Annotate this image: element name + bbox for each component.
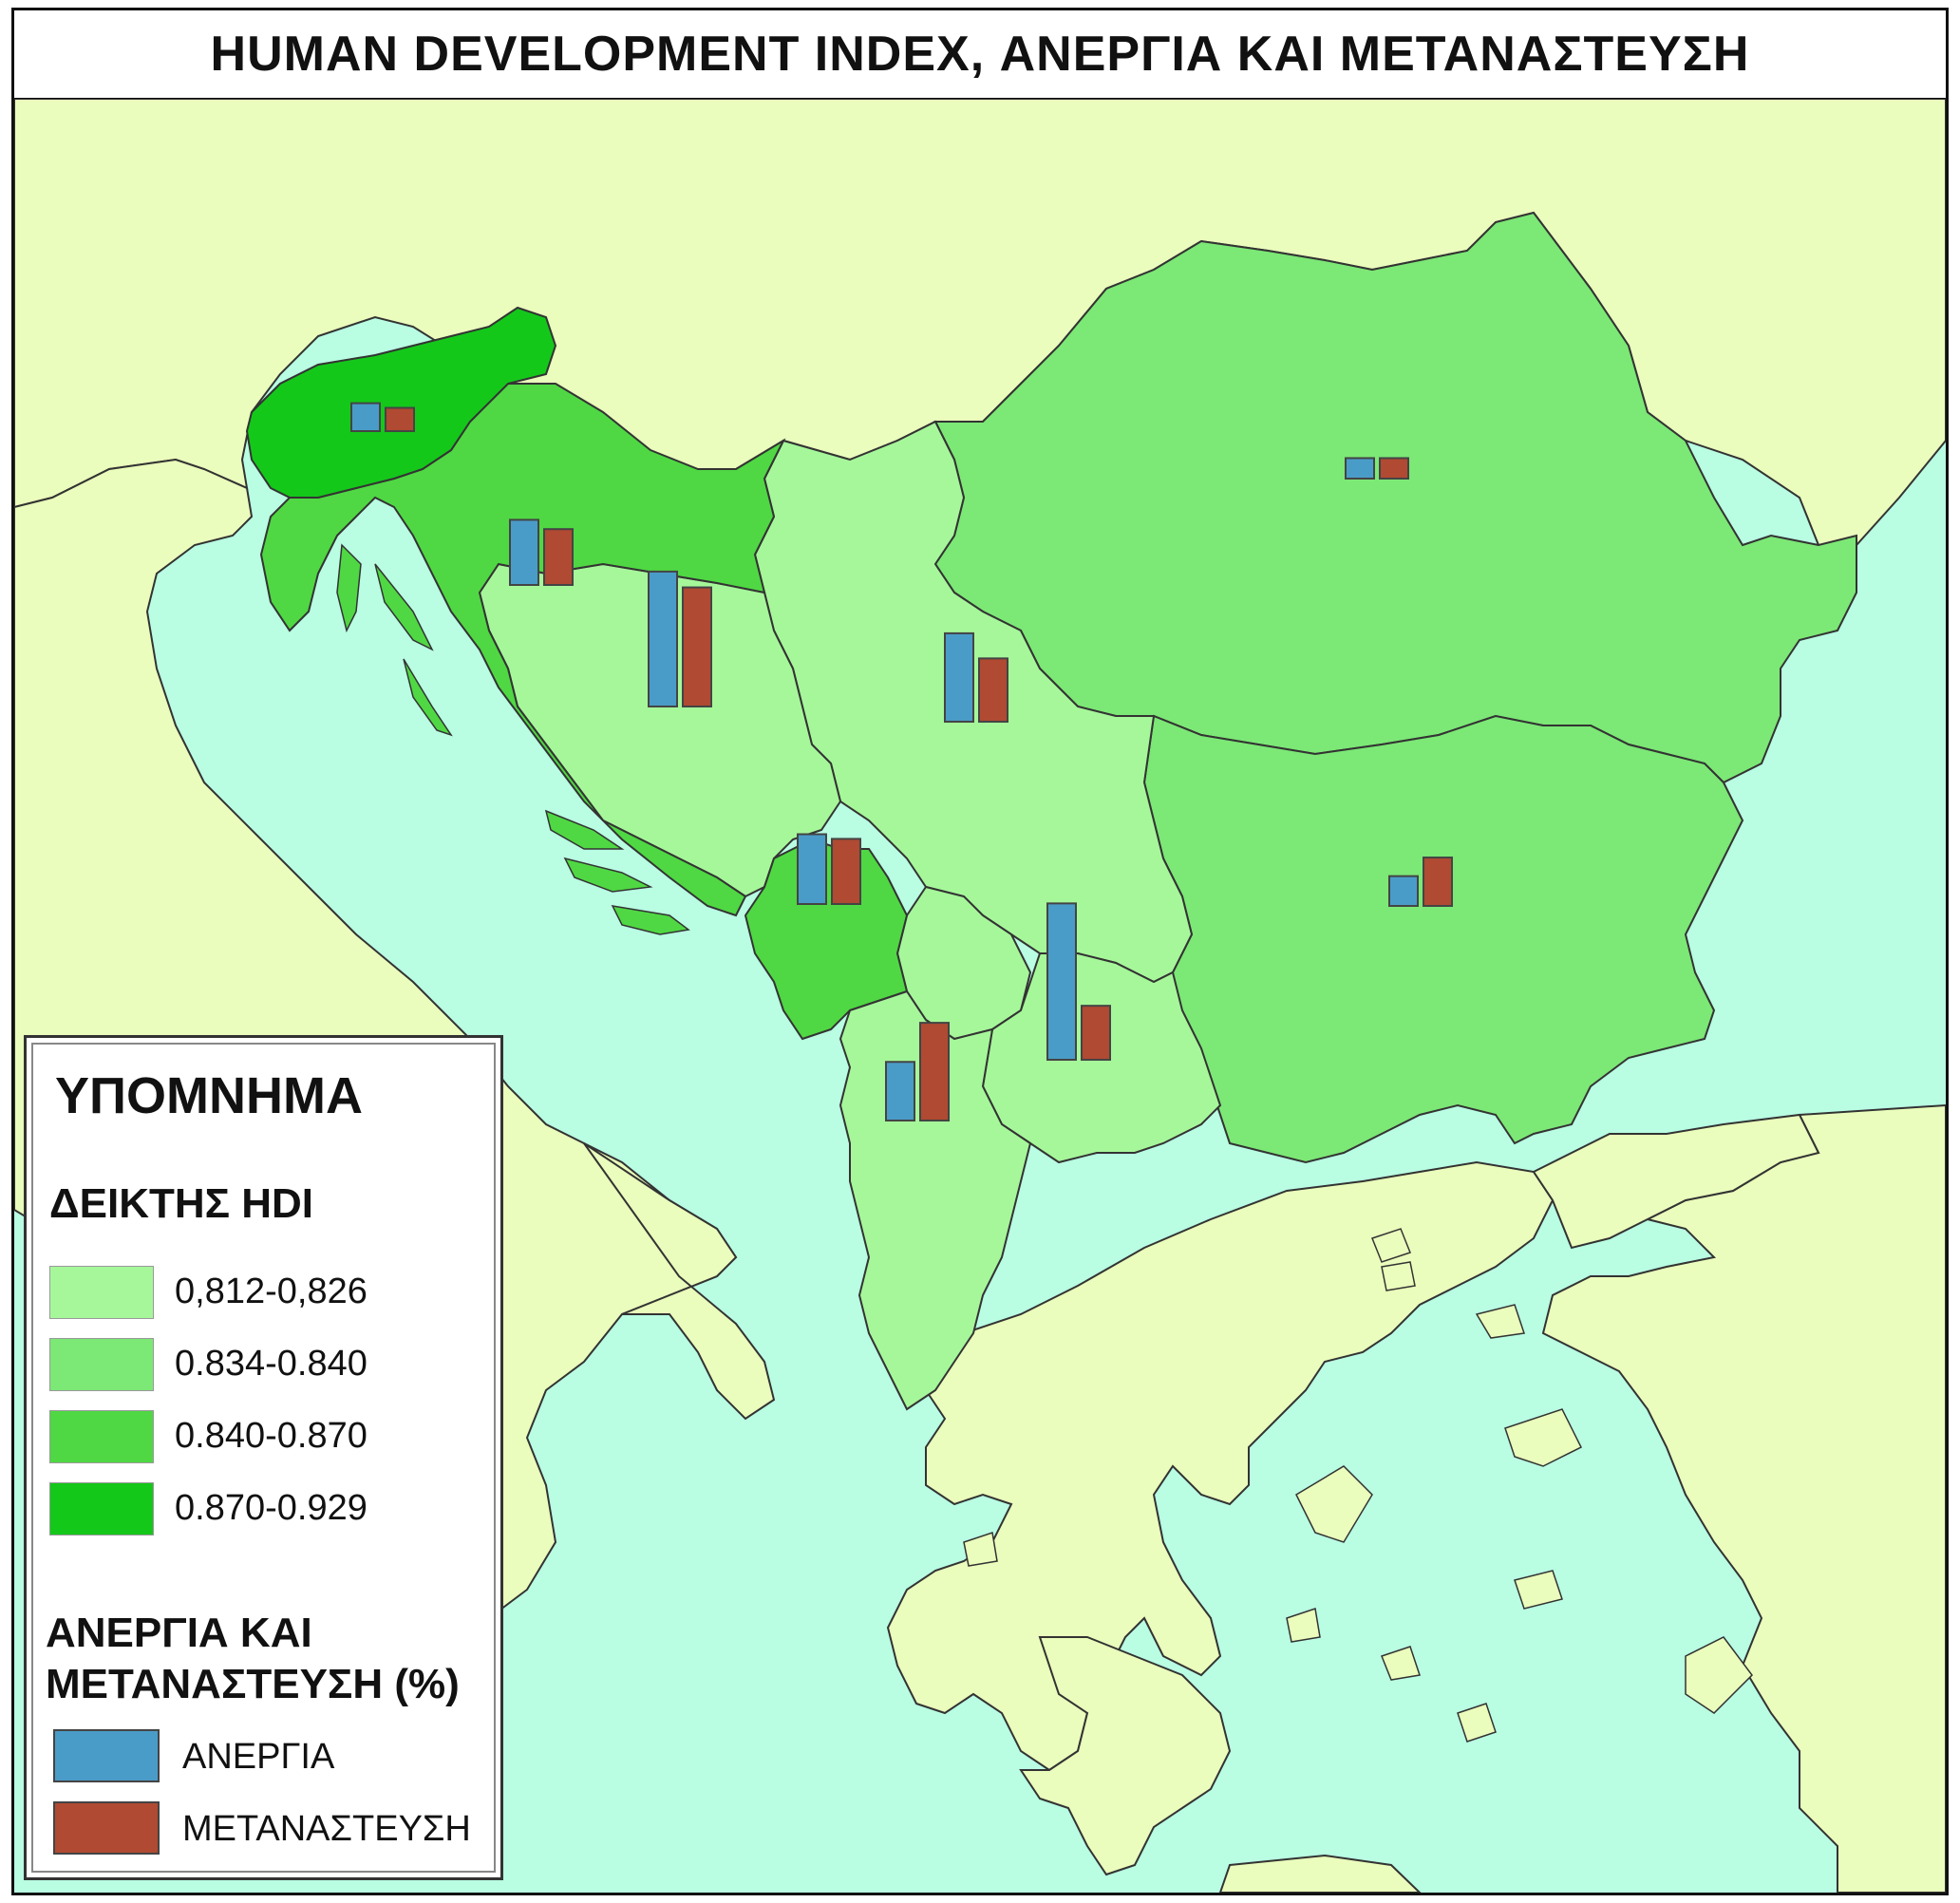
unemployment-bar-romania — [1345, 457, 1375, 480]
hdi-swatch-4 — [49, 1482, 154, 1536]
island — [403, 658, 453, 737]
migration-label: ΜΕΤΑΝΑΣΤΕΥΣΗ — [182, 1809, 471, 1849]
island — [1475, 1304, 1525, 1339]
island — [1381, 1646, 1421, 1681]
island — [1514, 1570, 1563, 1610]
island — [374, 563, 434, 651]
island — [563, 857, 653, 893]
region-slovenia — [245, 306, 557, 499]
bar-symbols — [350, 402, 1453, 1122]
region-montenegro — [744, 838, 909, 1041]
migration-bar-bosnia — [682, 586, 712, 707]
island — [1685, 1636, 1753, 1714]
legend-heading: ΥΠΟΜΝΗΜΑ — [55, 1067, 363, 1124]
island — [1457, 1703, 1497, 1743]
unemployment-bar-slovenia — [350, 402, 381, 433]
hdi-heading: ΔΕΙΚΤΗΣ HDI — [49, 1180, 314, 1227]
hdi-label-1: 0,812-0,826 — [175, 1272, 368, 1311]
hdi-swatch-3 — [49, 1410, 154, 1463]
island — [1295, 1465, 1373, 1543]
land-thrace — [1532, 1113, 1820, 1250]
bars-heading: ΑΝΕΡΓΙΑ ΚΑΙ ΜΕΤΑΝΑΣΤΕΥΣΗ (%) — [46, 1610, 460, 1707]
island — [1381, 1261, 1416, 1291]
unemployment-bar-croatia — [509, 518, 539, 586]
migration-bar-albania — [919, 1022, 950, 1121]
migration-bar-slovenia — [385, 406, 415, 432]
land-italy-heel — [583, 1142, 776, 1421]
land-greece — [886, 1160, 1555, 1772]
map-title: HUMAN DEVELOPMENT INDEX, ΑΝΕΡΓΙΑ ΚΑΙ ΜΕΤ… — [210, 27, 1750, 82]
unemployment-bar-montenegro — [797, 833, 827, 905]
hdi-label-4: 0.870-0.929 — [175, 1488, 368, 1528]
island — [963, 1532, 998, 1567]
migration-swatch — [53, 1801, 160, 1855]
migration-bar-serbia — [978, 657, 1008, 723]
unemployment-bar-bulgaria — [1388, 875, 1419, 908]
unemployment-bar-bosnia — [648, 570, 678, 707]
unemployment-bar-albania — [885, 1061, 915, 1122]
island — [611, 905, 690, 935]
island — [1504, 1408, 1583, 1467]
unemployment-bar-serbia — [944, 631, 974, 724]
migration-bar-bulgaria — [1423, 857, 1453, 907]
legend: ΥΠΟΜΝΗΜΑ ΔΕΙΚΤΗΣ HDI 0,812-0,826 0.834-0… — [24, 1035, 503, 1880]
island — [1371, 1228, 1411, 1263]
hdi-swatch-1 — [49, 1266, 154, 1319]
region-croatia — [259, 383, 786, 917]
migration-bar-montenegro — [831, 838, 861, 906]
hdi-label-2: 0.834-0.840 — [175, 1344, 368, 1384]
hdi-label-3: 0.840-0.870 — [175, 1416, 368, 1456]
island — [1286, 1608, 1321, 1643]
migration-bar-croatia — [543, 528, 574, 587]
migration-bar-romania — [1379, 457, 1409, 480]
unemployment-bar-macedonia — [1046, 902, 1077, 1061]
migration-bar-macedonia — [1081, 1005, 1111, 1061]
island — [544, 809, 625, 850]
title-bar: HUMAN DEVELOPMENT INDEX, ΑΝΕΡΓΙΑ ΚΑΙ ΜΕΤ… — [11, 8, 1949, 101]
hdi-swatch-2 — [49, 1338, 154, 1391]
land-crete-area — [1218, 1854, 1422, 1893]
unemployment-label: ΑΝΕΡΓΙΑ — [182, 1737, 335, 1777]
land-peloponnese — [1019, 1636, 1232, 1876]
unemployment-swatch — [53, 1729, 160, 1782]
island — [336, 543, 362, 633]
